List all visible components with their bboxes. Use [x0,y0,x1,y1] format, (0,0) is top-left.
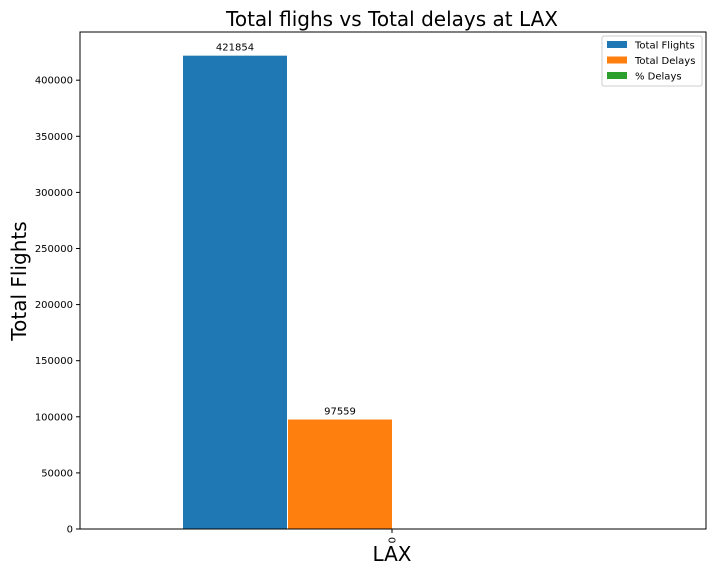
legend-label: Total Delays [634,56,695,67]
bar-total-delays [288,419,392,529]
data-label: 97559 [324,407,356,418]
y-tick-label: 150000 [35,356,73,367]
y-tick-label: 300000 [35,188,73,199]
legend-swatch [607,41,627,48]
y-tick-label: 50000 [41,468,73,479]
y-tick-label: 200000 [35,300,73,311]
y-tick-label: 350000 [35,132,73,143]
y-tick-label: 0 [67,525,73,536]
x-axis-label: LAX [373,542,412,566]
y-tick-label: 400000 [35,76,73,87]
bars [183,55,496,529]
legend-label: Total Flights [634,41,695,52]
legend: Total Flights Total Delays % Delays [601,35,703,87]
legend-label: % Delays [635,72,682,83]
y-axis-ticks: 0 50000 100000 150000 200000 250000 300000 3500… [35,76,80,536]
x-axis-ticks: 0 [388,529,399,543]
y-axis-label: Total Flights [7,221,31,341]
plot-frame [79,31,707,530]
legend-swatch [607,72,627,79]
y-tick-label: 250000 [35,244,73,255]
legend-swatch [607,56,627,64]
data-label: 421854 [216,43,254,54]
bar-total-flights [183,55,287,529]
data-labels: 421854 97559 [216,43,356,418]
chart-title: Total flighs vs Total delays at LAX [225,7,558,31]
y-tick-label: 100000 [35,412,73,423]
x-tick-label: 0 [388,537,399,543]
